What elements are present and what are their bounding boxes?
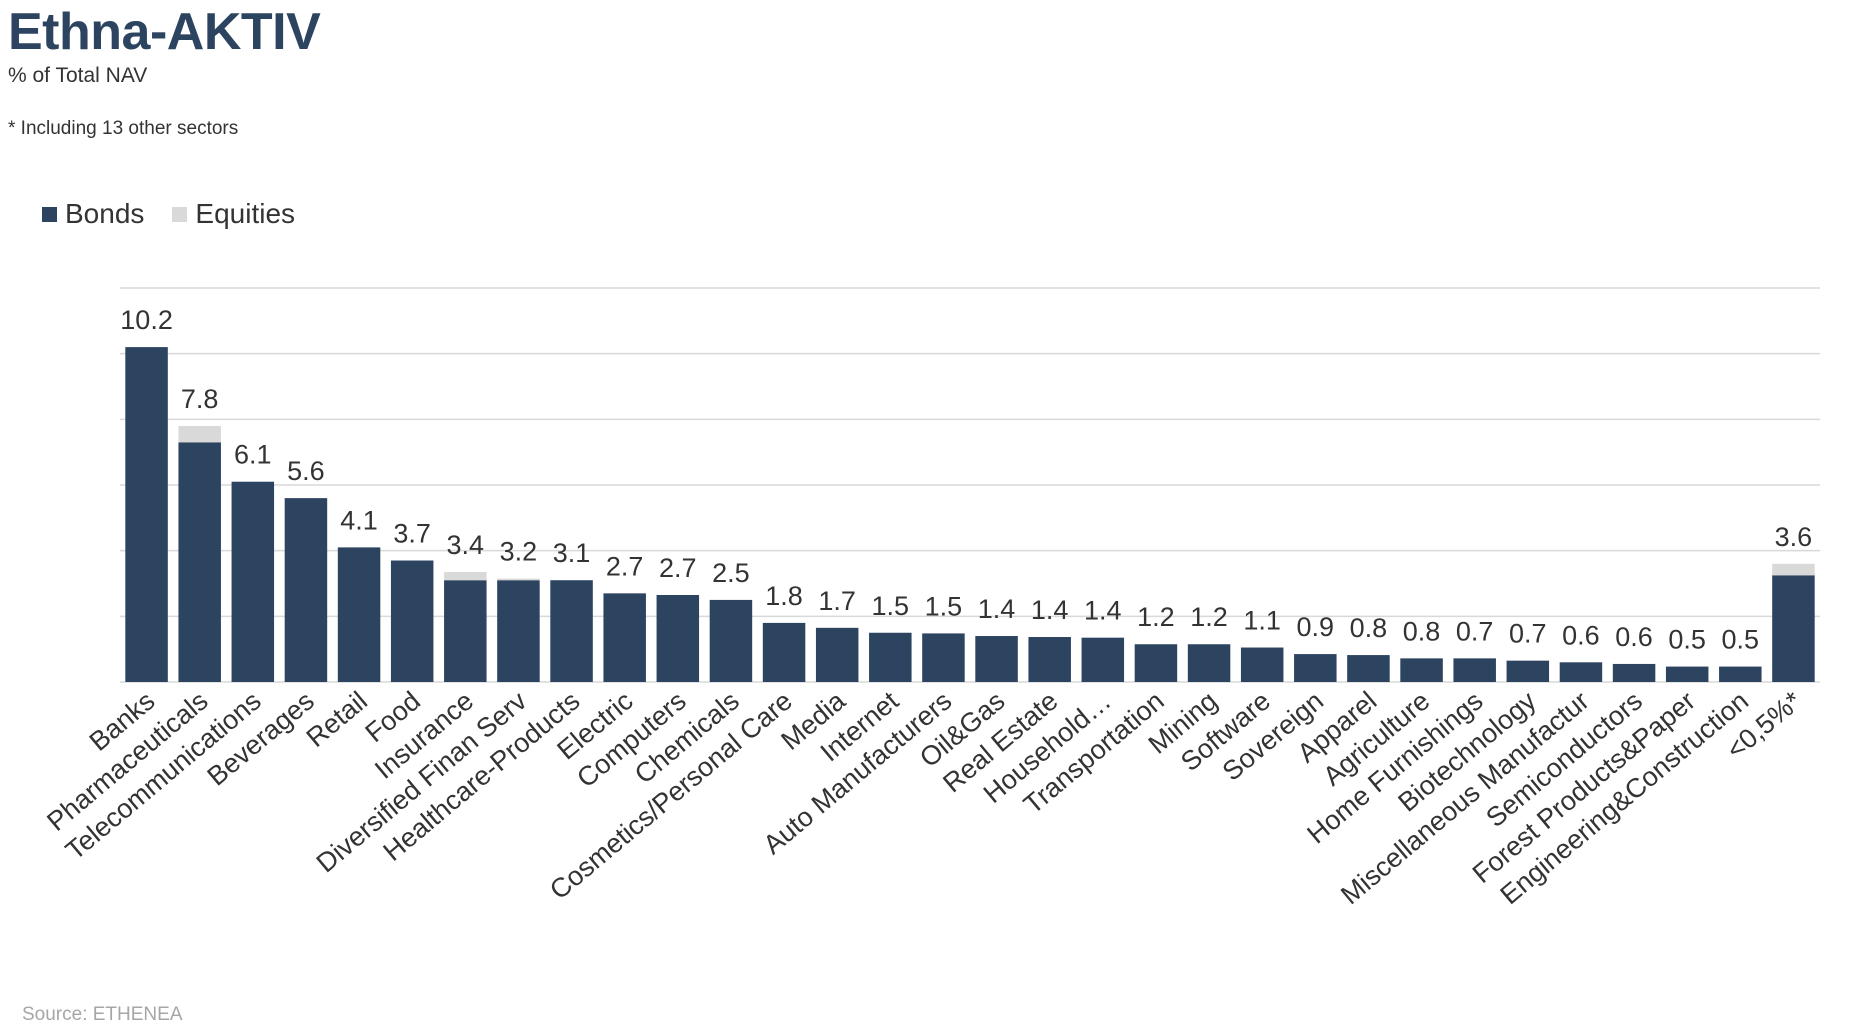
bar-bonds — [1134, 644, 1178, 682]
bar-bonds — [1400, 658, 1443, 682]
data-label: 5.6 — [287, 456, 325, 486]
data-label: 1.2 — [1137, 602, 1175, 632]
category-label: Retail — [301, 686, 373, 753]
bar-bonds — [762, 622, 806, 682]
footnote: * Including 13 other sectors — [8, 118, 239, 139]
bar-bonds — [1665, 666, 1709, 682]
legend-item-bonds: Bonds — [42, 198, 144, 230]
data-label: 2.7 — [606, 551, 644, 581]
source-note: Source: ETHENEA — [22, 1004, 183, 1025]
data-label: 10.2 — [120, 305, 173, 335]
bar-bonds — [1612, 663, 1656, 682]
bar-bonds — [1453, 658, 1496, 682]
bar-bonds — [1187, 644, 1231, 682]
data-label: 2.7 — [659, 553, 697, 583]
legend-swatch-bonds — [42, 206, 57, 222]
data-label: 1.2 — [1190, 602, 1228, 632]
data-label: 0.5 — [1668, 625, 1706, 655]
data-label: 3.7 — [393, 519, 431, 549]
data-label: 3.1 — [553, 538, 591, 568]
legend-swatch-equities — [172, 206, 188, 222]
data-label: 3.2 — [500, 537, 538, 567]
data-label: 2.5 — [712, 558, 750, 588]
data-label: 3.6 — [1775, 522, 1813, 552]
legend-item-equities: Equities — [172, 198, 295, 230]
bar-bonds — [390, 560, 434, 682]
bar-bonds — [444, 580, 487, 682]
chart-subtitle: % of Total NAV — [8, 64, 148, 87]
data-label: 0.7 — [1509, 619, 1547, 649]
bar-bonds — [975, 636, 1018, 682]
bar-bonds — [1506, 660, 1550, 682]
bar-bonds — [1772, 575, 1815, 682]
bar-bonds — [1559, 662, 1603, 682]
bar-equities — [1772, 563, 1815, 576]
data-label: 1.8 — [765, 581, 803, 611]
data-label: 1.5 — [872, 591, 910, 621]
bar-equities — [497, 578, 540, 581]
data-label: 1.4 — [1031, 595, 1069, 625]
bar-bonds — [815, 627, 859, 682]
bar-equities — [444, 572, 487, 581]
legend-label-equities: Equities — [195, 198, 296, 229]
data-label: 0.8 — [1350, 613, 1388, 643]
data-label: 3.4 — [447, 530, 485, 560]
bar-bonds — [231, 481, 275, 682]
legend-label-bonds: Bonds — [65, 198, 145, 229]
bar-bonds — [656, 594, 700, 682]
bar-bonds — [1719, 666, 1762, 682]
data-label: 1.4 — [1084, 596, 1122, 626]
data-label: 6.1 — [234, 440, 272, 470]
bar-bonds — [922, 633, 965, 682]
bar-bonds — [497, 580, 540, 682]
data-label: 0.8 — [1403, 616, 1441, 646]
chart-title: Ethna-AKTIV — [8, 3, 321, 61]
data-label: 0.6 — [1615, 622, 1653, 652]
bar-equities — [178, 425, 221, 443]
bar-bonds — [1347, 655, 1390, 682]
bar-bonds — [869, 632, 912, 682]
data-label: 0.7 — [1456, 616, 1494, 646]
data-label: 0.5 — [1722, 625, 1760, 655]
bar-bonds — [550, 580, 593, 682]
bar-bonds — [125, 347, 168, 682]
bar-bonds — [284, 498, 328, 682]
bar-bonds — [709, 599, 753, 682]
bar-bonds — [1240, 647, 1284, 682]
bar-bonds — [603, 593, 646, 682]
data-label: 1.1 — [1243, 606, 1281, 636]
bar-bonds — [178, 442, 221, 682]
bar-bonds — [1081, 637, 1125, 682]
data-label: 1.4 — [978, 594, 1016, 624]
data-label: 7.8 — [181, 384, 219, 414]
data-label: 4.1 — [340, 505, 378, 535]
data-label: 1.7 — [818, 586, 856, 616]
legend: Bonds Equities — [42, 198, 295, 230]
data-label: 1.5 — [925, 591, 963, 621]
data-label: 0.9 — [1297, 612, 1335, 642]
data-label: 0.6 — [1562, 620, 1600, 650]
bar-bonds — [1294, 654, 1337, 682]
bar-bonds — [337, 547, 381, 682]
bar-bonds — [1028, 637, 1071, 682]
